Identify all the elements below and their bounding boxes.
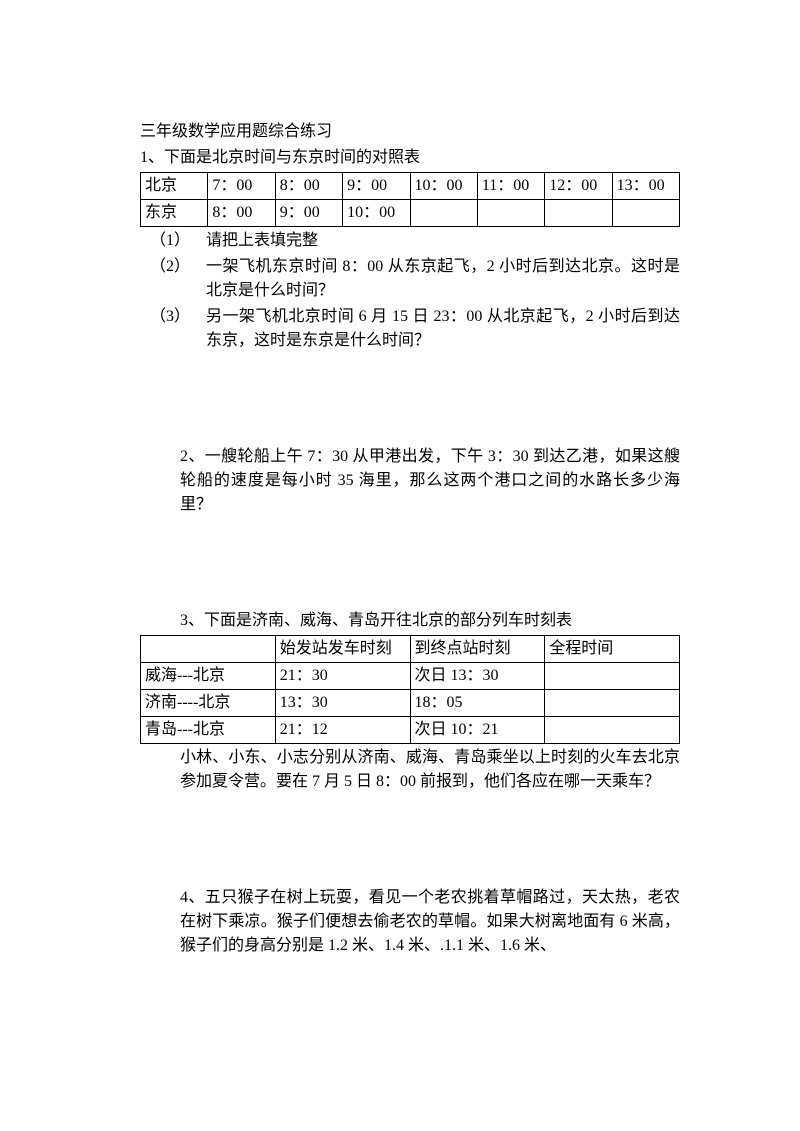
cell: 东京 bbox=[141, 200, 208, 227]
question-1: 1、下面是北京时间与东京时间的对照表 北京 7：00 8：00 9：00 10：… bbox=[140, 146, 680, 353]
table-row: 东京 8：00 9：00 10：00 bbox=[141, 200, 680, 227]
table-row: 北京 7：00 8：00 9：00 10：00 11：00 12：00 13：0… bbox=[141, 173, 680, 200]
cell: 21：12 bbox=[275, 717, 410, 744]
worksheet-title: 三年级数学应用题综合练习 bbox=[140, 120, 680, 144]
q1-table: 北京 7：00 8：00 9：00 10：00 11：00 12：00 13：0… bbox=[140, 172, 680, 227]
cell: 13：00 bbox=[612, 173, 679, 200]
q3-table: 始发站发车时刻 到终点站时刻 全程时间 威海---北京 21：30 次日 13：… bbox=[140, 635, 680, 744]
cell bbox=[612, 200, 679, 227]
q3-after: 小林、小东、小志分别从济南、威海、青岛乘坐以上时刻的火车去北京参加夏令营。要在 … bbox=[140, 746, 680, 794]
cell: 21：30 bbox=[275, 663, 410, 690]
spacer bbox=[140, 794, 680, 884]
cell: 济南----北京 bbox=[141, 690, 276, 717]
cell bbox=[545, 717, 680, 744]
sub-body: 一架飞机东京时间 8：00 从东京起飞，2 小时后到达北京。这时是北京是什么时间… bbox=[206, 255, 680, 303]
cell: 9：00 bbox=[275, 200, 342, 227]
cell bbox=[141, 636, 276, 663]
table-row: 威海---北京 21：30 次日 13：30 bbox=[141, 663, 680, 690]
cell: 青岛---北京 bbox=[141, 717, 276, 744]
cell: 11：00 bbox=[477, 173, 544, 200]
cell: 7：00 bbox=[208, 173, 275, 200]
q1-sub2: （2） 一架飞机东京时间 8：00 从东京起飞，2 小时后到达北京。这时是北京是… bbox=[140, 255, 680, 303]
cell: 威海---北京 bbox=[141, 663, 276, 690]
sub-body: 请把上表填完整 bbox=[206, 229, 680, 253]
cell bbox=[545, 663, 680, 690]
cell: 次日 10：21 bbox=[410, 717, 545, 744]
sub-body: 另一架飞机北京时间 6 月 15 日 23：00 从北京起飞，2 小时后到达东京… bbox=[206, 305, 680, 353]
sub-number: （3） bbox=[140, 305, 206, 353]
cell: 到终点站时刻 bbox=[410, 636, 545, 663]
cell: 18：05 bbox=[410, 690, 545, 717]
question-3: 3、下面是济南、威海、青岛开往北京的部分列车时刻表 始发站发车时刻 到终点站时刻… bbox=[140, 609, 680, 794]
cell: 全程时间 bbox=[545, 636, 680, 663]
table-row: 济南----北京 13：30 18：05 bbox=[141, 690, 680, 717]
spacer bbox=[140, 517, 680, 607]
cell: 13：30 bbox=[275, 690, 410, 717]
q3-intro: 3、下面是济南、威海、青岛开往北京的部分列车时刻表 bbox=[140, 609, 680, 633]
table-row: 始发站发车时刻 到终点站时刻 全程时间 bbox=[141, 636, 680, 663]
cell bbox=[545, 200, 612, 227]
table-row: 青岛---北京 21：12 次日 10：21 bbox=[141, 717, 680, 744]
q1-sub1: （1） 请把上表填完整 bbox=[140, 229, 680, 253]
cell: 9：00 bbox=[343, 173, 410, 200]
q1-intro: 1、下面是北京时间与东京时间的对照表 bbox=[140, 146, 680, 170]
sub-number: （1） bbox=[140, 229, 206, 253]
cell bbox=[410, 200, 477, 227]
question-4: 4、五只猴子在树上玩耍，看见一个老农挑着草帽路过，天太热，老农在树下乘凉。猴子们… bbox=[140, 886, 680, 958]
cell: 8：00 bbox=[208, 200, 275, 227]
cell: 次日 13：30 bbox=[410, 663, 545, 690]
question-2: 2、一艘轮船上午 7：30 从甲港出发，下午 3：30 到达乙港，如果这艘轮船的… bbox=[140, 445, 680, 517]
cell: 10：00 bbox=[343, 200, 410, 227]
cell: 北京 bbox=[141, 173, 208, 200]
cell: 12：00 bbox=[545, 173, 612, 200]
cell: 8：00 bbox=[275, 173, 342, 200]
sub-number: （2） bbox=[140, 255, 206, 303]
cell bbox=[545, 690, 680, 717]
spacer bbox=[140, 353, 680, 443]
cell: 始发站发车时刻 bbox=[275, 636, 410, 663]
cell: 10：00 bbox=[410, 173, 477, 200]
cell bbox=[477, 200, 544, 227]
q1-sub3: （3） 另一架飞机北京时间 6 月 15 日 23：00 从北京起飞，2 小时后… bbox=[140, 305, 680, 353]
